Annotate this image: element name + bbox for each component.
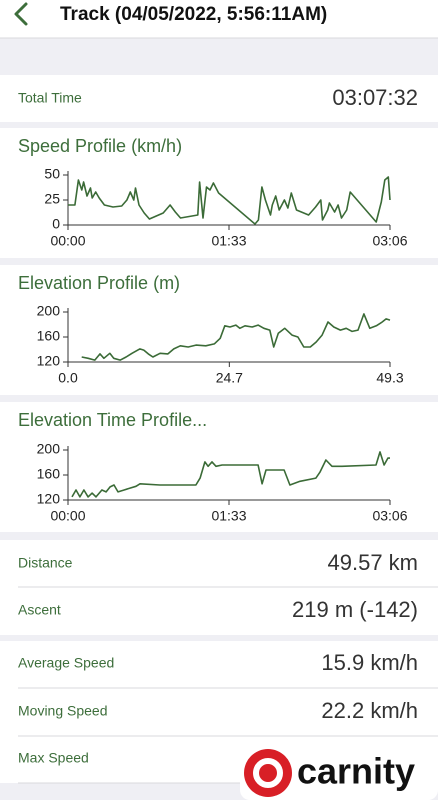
row-label: Average Speed — [18, 655, 114, 671]
data-line — [71, 451, 390, 498]
row-value: 15.9 km/h — [321, 650, 418, 675]
x-tick-label: 49.3 — [376, 370, 403, 386]
y-tick-label: 200 — [37, 303, 61, 319]
row-label: Max Speed — [18, 750, 89, 766]
x-tick-label: 00:00 — [50, 508, 85, 524]
logo-text: carnity — [297, 751, 415, 792]
page-title: Track (04/05/2022, 5:56:11AM) — [60, 4, 327, 25]
chart-card — [0, 402, 438, 532]
row-label: Distance — [18, 555, 73, 571]
x-tick-label: 24.7 — [216, 370, 243, 386]
logo-background — [240, 746, 438, 800]
nav-bar — [0, 0, 438, 38]
x-tick-label: 0.0 — [58, 370, 78, 386]
row-value: 219 m (-142) — [292, 597, 418, 622]
logo-icon-ring — [253, 758, 283, 788]
x-tick-label: 03:06 — [372, 508, 407, 524]
row-label: Ascent — [18, 602, 61, 618]
y-tick-label: 50 — [44, 166, 60, 182]
x-tick-label: 01:33 — [211, 233, 246, 249]
chart-title: Elevation Time Profile... — [18, 410, 207, 430]
chart-card — [0, 265, 438, 395]
row-label: Total Time — [18, 90, 82, 106]
logo-icon — [244, 749, 292, 797]
x-tick-label: 01:33 — [211, 508, 246, 524]
back-button[interactable] — [14, 2, 28, 26]
y-tick-label: 120 — [37, 491, 61, 507]
row-value: 22.2 km/h — [321, 698, 418, 723]
row-label: Moving Speed — [18, 703, 108, 719]
y-tick-label: 25 — [44, 191, 60, 207]
y-tick-label: 160 — [37, 328, 61, 344]
x-tick-label: 00:00 — [50, 233, 85, 249]
chart-title: Speed Profile (km/h) — [18, 136, 182, 156]
y-tick-label: 120 — [37, 353, 61, 369]
row-value: 03:07:32 — [332, 85, 418, 110]
chart-title: Elevation Profile (m) — [18, 273, 180, 293]
row-value: 49.57 km — [328, 550, 419, 575]
data-line — [68, 176, 391, 225]
x-tick-label: 03:06 — [372, 233, 407, 249]
y-tick-label: 0 — [52, 216, 60, 232]
y-tick-label: 200 — [37, 441, 61, 457]
y-tick-label: 160 — [37, 466, 61, 482]
total-time-row — [0, 75, 438, 122]
data-line — [81, 313, 391, 361]
